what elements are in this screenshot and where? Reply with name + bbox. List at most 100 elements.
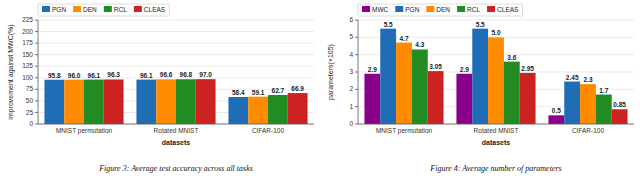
y-tick-label: 50	[26, 97, 34, 104]
bar	[612, 109, 628, 124]
bar	[136, 80, 156, 124]
x-tick-label: Rotated MNIST	[154, 127, 199, 134]
y-tick-label: 3	[349, 68, 353, 75]
y-tick	[35, 43, 38, 44]
legend-swatch	[487, 6, 495, 12]
data-label: 5.0	[491, 29, 500, 36]
bar	[84, 80, 104, 124]
caption: Figure 3: Average test accuracy across a…	[98, 164, 253, 173]
bar	[596, 95, 612, 124]
bar	[564, 82, 580, 124]
legend-swatch	[362, 6, 370, 12]
y-tick-label: 200	[22, 28, 33, 35]
data-label: 4.7	[399, 35, 408, 42]
data-label: 96.0	[68, 72, 81, 79]
y-tick-label: 175	[22, 39, 33, 46]
panel: 01234562.92.90.55.55.52.454.75.02.34.33.…	[327, 4, 634, 173]
bar	[364, 74, 380, 124]
bar	[504, 62, 520, 124]
y-tick	[355, 37, 358, 38]
grid-line	[38, 31, 314, 32]
data-label: 96.3	[107, 71, 120, 78]
x-tick-label: MNIST permutation	[56, 127, 113, 135]
legend-label: PGN	[52, 6, 66, 13]
y-axis-label: improvement against MWC(%)	[7, 24, 15, 119]
legend-swatch	[426, 6, 434, 12]
legend: PGNDENRCLCLEAS	[38, 4, 169, 16]
data-label: 2.9	[368, 66, 377, 73]
y-tick-label: 0	[349, 120, 353, 127]
x-tick-label: Rotated MNIST	[474, 127, 519, 134]
x-tick-label: CIFAR-100	[252, 127, 285, 134]
grid-line	[38, 54, 314, 55]
bar	[456, 74, 472, 124]
bar	[268, 95, 288, 124]
data-label: 96.6	[160, 71, 173, 78]
y-tick	[35, 77, 38, 78]
legend-swatch	[73, 6, 81, 12]
y-tick-label: 6	[349, 16, 353, 23]
legend-swatch	[134, 6, 142, 12]
bar	[488, 37, 504, 124]
bar	[428, 71, 444, 124]
legend-label: PGN	[405, 6, 419, 13]
data-label: 2.3	[583, 76, 592, 83]
caption: Figure 4: Average number of parameters	[429, 164, 561, 173]
bar	[64, 80, 84, 124]
bars	[44, 79, 307, 124]
y-tick-label: 100	[22, 74, 33, 81]
x-tick-label: MNIST permutation	[376, 127, 433, 135]
y-tick	[35, 112, 38, 113]
data-label: 3.05	[429, 63, 442, 70]
data-label: 62.7	[272, 87, 285, 94]
legend-label: MWC	[372, 6, 389, 13]
y-tick	[355, 124, 358, 125]
y-tick	[35, 20, 38, 21]
legend-label: RCL	[114, 6, 127, 13]
data-label: 0.85	[613, 101, 626, 108]
y-tick	[35, 100, 38, 101]
data-label: 95.8	[48, 72, 61, 79]
y-tick-label: 5	[349, 33, 353, 40]
data-label: 2.95	[521, 65, 534, 72]
data-label: 3.6	[507, 54, 516, 61]
bar	[228, 97, 248, 124]
y-axis-label: parameters(×105)	[327, 44, 335, 100]
legend-label: DEN	[436, 6, 450, 13]
data-label: 96.1	[88, 72, 101, 79]
y-tick-label: 225	[22, 16, 33, 23]
legend-swatch	[457, 6, 465, 12]
grid-line	[358, 20, 634, 21]
data-label: 5.5	[476, 21, 485, 28]
y-tick-label: 1	[349, 103, 353, 110]
y-tick-label: 0	[29, 120, 33, 127]
chart-svg: 025507510012515017520022595.896.158.496.…	[0, 0, 640, 182]
legend-label: DEN	[83, 6, 97, 13]
y-tick	[355, 89, 358, 90]
x-axis	[38, 124, 314, 125]
y-tick-label: 150	[22, 51, 33, 58]
y-tick-label: 75	[26, 85, 34, 92]
data-label: 59.1	[252, 89, 265, 96]
bar	[580, 84, 596, 124]
grid-line	[38, 66, 314, 67]
data-label: 96.1	[140, 72, 153, 79]
y-tick-label: 25	[26, 109, 34, 116]
data-label: 66.9	[291, 85, 304, 92]
data-label: 2.9	[460, 66, 469, 73]
bar	[412, 49, 428, 124]
y-tick	[355, 106, 358, 107]
legend-label: CLEAS	[497, 6, 519, 13]
bar	[472, 29, 488, 124]
bars	[364, 29, 627, 124]
y-tick-label: 2	[349, 85, 353, 92]
data-label: 1.7	[599, 87, 608, 94]
legend-frame	[358, 4, 522, 16]
legend-swatch	[395, 6, 403, 12]
y-tick-label: 4	[349, 51, 353, 58]
y-tick	[35, 66, 38, 67]
grid-line	[358, 124, 634, 125]
x-axis-label: datasets	[162, 139, 191, 146]
bar	[156, 79, 176, 124]
legend-swatch	[42, 6, 50, 12]
